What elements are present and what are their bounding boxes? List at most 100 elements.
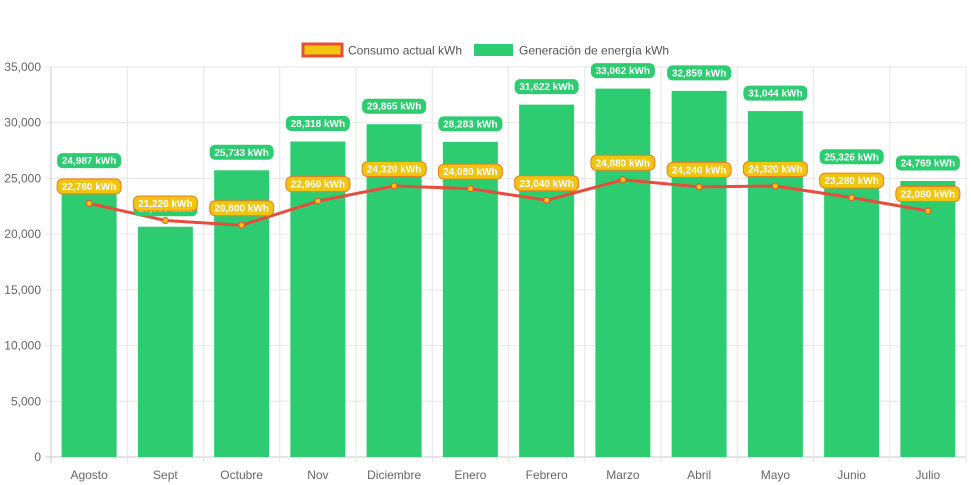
data-label-generacion-box xyxy=(57,153,122,169)
data-label-generacion-box xyxy=(438,116,503,132)
bar-generacion xyxy=(366,124,422,458)
legend-label-consumo: Consumo actual kWh xyxy=(348,44,462,58)
data-label-consumo-text: 22,960 kWh xyxy=(291,180,345,191)
x-tick-label: Julio xyxy=(916,468,941,482)
y-tick-label: 35,000 xyxy=(4,60,41,74)
data-label-generacion-text: 33,062 kWh xyxy=(596,66,650,77)
data-label-consumo-box xyxy=(209,200,275,217)
x-tick-label: Marzo xyxy=(606,468,640,482)
data-label-consumo-box xyxy=(895,185,961,202)
point-consumo xyxy=(695,183,703,191)
bar-generacion xyxy=(290,141,346,457)
data-label-generacion: 31,044 kWh xyxy=(743,85,808,101)
data-label-generacion: 32,859 kWh xyxy=(667,65,732,81)
data-label-generacion-box xyxy=(285,115,350,131)
data-label-consumo-box xyxy=(514,175,580,192)
y-axis: 0 5,000 10,000 15,000 20,000 25,000 30,000 35,0… xyxy=(4,60,41,464)
x-tick-label: Junio xyxy=(837,468,866,482)
data-label-generacion-text: 25,326 kWh xyxy=(824,152,878,163)
data-label-consumo: 23,280 kWh xyxy=(819,172,885,189)
point-consumo xyxy=(161,216,169,224)
x-tick-label: Abril xyxy=(687,468,711,482)
data-label-generacion-text: 24,769 kWh xyxy=(901,159,955,170)
line-consumo xyxy=(88,178,929,227)
point-consumo xyxy=(771,182,779,190)
data-label-consumo: 23,040 kWh xyxy=(514,175,580,192)
data-label-generacion: 28,318 kWh xyxy=(285,115,350,131)
data-label-consumo-box xyxy=(742,161,808,178)
data-label-consumo-box xyxy=(56,178,122,195)
data-label-generacion-box xyxy=(895,155,960,171)
data-label-consumo: 24,080 kWh xyxy=(437,163,503,180)
data-label-generacion-box xyxy=(362,98,427,114)
data-label-generacion-box xyxy=(667,65,732,81)
data-label-generacion-text: 28,318 kWh xyxy=(291,119,345,130)
data-label-consumo-text: 23,280 kWh xyxy=(824,176,878,187)
data-label-generacion-box xyxy=(590,63,655,79)
bar-generacion xyxy=(900,181,956,458)
x-tick-label: Diciembre xyxy=(367,468,421,482)
y-tick-label: 25,000 xyxy=(4,171,41,185)
legend-swatch-consumo xyxy=(301,42,344,58)
consumption-line xyxy=(85,176,932,229)
y-tick-label: 0 xyxy=(34,450,41,464)
data-label-generacion: 28,283 kWh xyxy=(438,116,503,132)
data-label-generacion: 33,062 kWh xyxy=(590,63,655,79)
x-tick-label: Nov xyxy=(307,468,328,482)
data-label-consumo-box xyxy=(819,172,885,189)
data-label-generacion: 29,865 kWh xyxy=(362,98,427,114)
point-consumo xyxy=(390,182,398,190)
data-label-consumo: 24,320 kWh xyxy=(742,161,808,178)
x-tick-label: Enero xyxy=(454,468,486,482)
data-label-generacion-text: 32,859 kWh xyxy=(672,68,726,79)
bar-generacion xyxy=(671,90,727,457)
y-tick-label: 20,000 xyxy=(4,227,41,241)
data-label-consumo-box xyxy=(590,154,656,171)
data-label-consumo: 22,760 kWh xyxy=(56,178,122,195)
point-consumo xyxy=(466,185,474,193)
data-label-generacion: 24,769 kWh xyxy=(895,155,960,171)
data-label-consumo: 21,226 kWh xyxy=(132,195,198,212)
data-label-generacion: 24,987 kWh xyxy=(57,153,122,169)
data-label-generacion: 25,326 kWh xyxy=(819,149,884,165)
legend-item-generacion[interactable]: Generación de energía kWh xyxy=(474,44,669,58)
data-label-generacion-text: 28,283 kWh xyxy=(443,119,497,130)
point-consumo xyxy=(85,199,93,207)
data-label-generacion-box xyxy=(819,149,884,165)
data-label-generacion-text: 25,733 kWh xyxy=(214,148,268,159)
data-label-consumo-text: 24,880 kWh xyxy=(596,158,650,169)
data-label-consumo-text: 23,040 kWh xyxy=(519,179,573,190)
data-label-consumo-box xyxy=(285,176,351,193)
data-label-consumo: 24,240 kWh xyxy=(666,161,732,178)
legend[interactable]: Consumo actual kWh Generación de energía… xyxy=(301,42,669,58)
data-label-generacion-text: 31,044 kWh xyxy=(748,89,802,100)
x-tick-label: Agosto xyxy=(70,468,108,482)
x-tick-label: Mayo xyxy=(761,468,791,482)
y-tick-label: 30,000 xyxy=(4,116,41,130)
point-consumo xyxy=(314,197,322,205)
data-label-generacion: 31,622 kWh xyxy=(514,79,579,95)
y-tick-label: 5,000 xyxy=(11,394,41,408)
x-tick-label: Octubre xyxy=(220,468,263,482)
point-consumo xyxy=(238,221,246,229)
bar-generacion xyxy=(137,226,193,457)
data-label-generacion-box xyxy=(743,85,808,101)
point-consumo xyxy=(619,176,627,184)
data-label-generacion-box xyxy=(209,144,274,160)
x-tick-label: Sept xyxy=(153,468,178,482)
data-label-consumo-box xyxy=(666,161,732,178)
data-label-consumo-text: 22,080 kWh xyxy=(901,189,955,200)
legend-label-generacion: Generación de energía kWh xyxy=(519,44,669,58)
legend-item-consumo[interactable]: Consumo actual kWh xyxy=(301,42,462,58)
bar-generacion xyxy=(519,104,575,458)
data-label-consumo-text: 22,760 kWh xyxy=(62,182,116,193)
grid xyxy=(45,66,967,463)
bar-generacion xyxy=(595,88,651,458)
point-consumo xyxy=(924,207,932,215)
data-label-consumo-box xyxy=(361,161,427,178)
data-label-consumo-text: 24,080 kWh xyxy=(443,167,497,178)
data-label-consumo-text: 21,226 kWh xyxy=(138,199,192,210)
data-label-consumo-box xyxy=(437,163,503,180)
